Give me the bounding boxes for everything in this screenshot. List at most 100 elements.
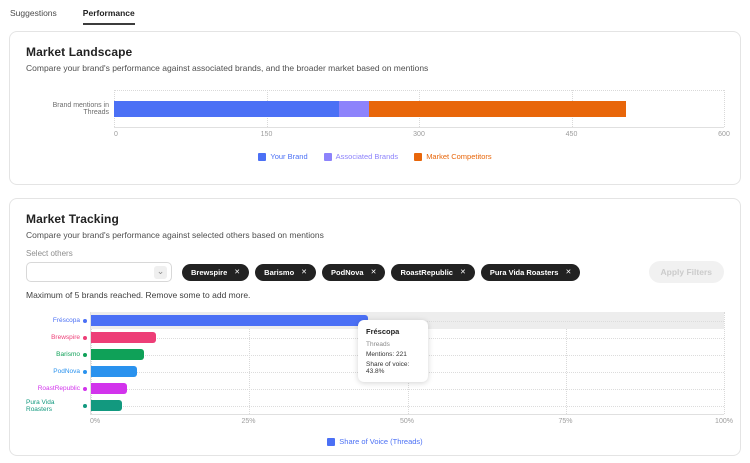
- x-axis-percent: 0% 25% 50% 75% 100%: [26, 415, 733, 427]
- share-bar[interactable]: [91, 332, 156, 343]
- legend-item-associated-brands[interactable]: Associated Brands: [323, 152, 399, 161]
- brand-label-barismo: Barismo: [26, 346, 90, 363]
- legend-swatch: [414, 152, 423, 161]
- x-tick-label: 450: [565, 131, 578, 138]
- brand-label-text: Brewspire: [51, 334, 80, 341]
- brand-dot: [83, 403, 87, 408]
- legend-swatch: [327, 437, 336, 446]
- bar-segment-your-brand[interactable]: [114, 101, 339, 117]
- brand-label-text: Pura Vida Roasters: [26, 398, 55, 413]
- brand-label-text: Barismo: [56, 351, 80, 358]
- gridline: [91, 388, 724, 390]
- x-axis: 0 150 300 450 600: [26, 128, 730, 140]
- chip-label: Pura Vida Roasters: [489, 267, 559, 277]
- x-tick-label: 100%: [715, 418, 733, 425]
- brand-label-text: PodNova: [53, 368, 80, 375]
- market-landscape-panel: Market Landscape Compare your brand's pe…: [9, 31, 741, 185]
- chip-remove-icon[interactable]: ✕: [370, 269, 377, 276]
- share-bar[interactable]: [91, 400, 123, 411]
- chip-label: RoastRepublic: [400, 267, 453, 277]
- x-tick-label: 300: [413, 131, 425, 138]
- x-tick-label: 75%: [558, 418, 573, 425]
- brand-dot: [83, 318, 87, 323]
- tooltip-mentions: Mentions: 221: [366, 351, 407, 358]
- gridline: [724, 312, 725, 414]
- chip-label: Barismo: [264, 267, 295, 277]
- brand-chip-barismo[interactable]: Barismo ✕: [255, 263, 317, 281]
- filter-controls: ⌄ Brewspire ✕ Barismo ✕ PodNova ✕ RoastRepubli…: [26, 261, 724, 283]
- brand-label-podnova: PodNova: [26, 363, 90, 380]
- chart-legend: Your Brand Associated Brands Market Compet…: [26, 152, 724, 161]
- brand-label-pura-vida-roasters: Pura Vida Roasters: [26, 397, 90, 414]
- brand-chip-podnova[interactable]: PodNova ✕: [322, 263, 386, 281]
- brand-dot: [83, 352, 87, 357]
- share-bar[interactable]: [91, 349, 144, 360]
- brand-dot: [83, 369, 87, 374]
- market-landscape-subtitle: Compare your brand's performance against…: [26, 63, 429, 73]
- gridline: [91, 312, 92, 414]
- legend-item-market-competitors[interactable]: Market Competitors: [414, 152, 492, 161]
- gridline: [565, 312, 567, 414]
- brand-label-text: RoastRepublic: [37, 385, 80, 392]
- gridline: [91, 405, 724, 407]
- x-tick-label: 0%: [90, 418, 101, 425]
- tab-performance[interactable]: Performance: [82, 8, 135, 25]
- brand-label-text: Fréscopa: [52, 317, 80, 324]
- market-tracking-title: Market Tracking: [26, 212, 119, 226]
- market-landscape-title: Market Landscape: [26, 45, 133, 59]
- chip-remove-icon[interactable]: ✕: [301, 269, 308, 276]
- bar-segment-associated-brands[interactable]: [338, 101, 370, 117]
- bar-row-roastrepublic: [91, 380, 724, 397]
- x-tick-label: 50%: [399, 418, 415, 425]
- apply-filters-button[interactable]: Apply Filters: [648, 261, 724, 283]
- legend-label: Your Brand: [270, 152, 308, 161]
- x-tick-label: 150: [260, 131, 273, 138]
- legend-label: Market Competitors: [426, 152, 492, 161]
- selected-brand-chips: Brewspire ✕ Barismo ✕ PodNova ✕ RoastRepublic ✕…: [182, 263, 581, 281]
- chip-remove-icon[interactable]: ✕: [459, 269, 466, 276]
- chip-label: Brewspire: [191, 267, 228, 277]
- x-tick-label: 600: [718, 131, 730, 138]
- legend-label: Associated Brands: [335, 152, 399, 161]
- tooltip-brand: Fréscopa: [366, 327, 400, 336]
- brand-dot: [83, 386, 87, 391]
- gridline: [724, 90, 725, 127]
- tab-suggestions[interactable]: Suggestions: [10, 8, 57, 18]
- chip-remove-icon[interactable]: ✕: [234, 269, 241, 276]
- select-others-label: Select others: [26, 249, 73, 258]
- brand-label-fréscopa: Fréscopa: [26, 312, 90, 329]
- bar-row-pura-vida-roasters: [91, 397, 724, 414]
- tab-bar: Suggestions Performance: [0, 0, 750, 25]
- market-tracking-panel: Market Tracking Compare your brand's per…: [9, 198, 741, 456]
- chart-row-label: Brand mentions in Threads: [52, 102, 109, 116]
- legend-item-your-brand[interactable]: Your Brand: [258, 152, 308, 161]
- chart-tooltip: Fréscopa Threads Mentions: 221 Share of …: [358, 320, 428, 382]
- market-tracking-subtitle: Compare your brand's performance against…: [26, 230, 324, 240]
- brand-dot: [83, 335, 87, 340]
- stacked-bar-chart: Brand mentions in Threads: [26, 90, 725, 128]
- share-bar[interactable]: [91, 383, 128, 394]
- tooltip-platform: Threads: [366, 341, 390, 348]
- brand-label-brewspire: Brewspire: [26, 329, 90, 346]
- chart2-legend: Share of Voice (Threads): [26, 437, 724, 446]
- x-tick-label: 0: [114, 131, 118, 138]
- stacked-bar[interactable]: [114, 101, 724, 117]
- brand-label-roastrepublic: RoastRepublic: [26, 380, 90, 397]
- brand-chip-brewspire[interactable]: Brewspire ✕: [182, 263, 250, 281]
- chip-remove-icon[interactable]: ✕: [565, 269, 572, 276]
- brand-chip-pura-vida-roasters[interactable]: Pura Vida Roasters ✕: [480, 263, 581, 281]
- brand-axis-labels: Fréscopa Brewspire Barismo PodNova RoastRepu…: [26, 312, 90, 415]
- legend-label: Share of Voice (Threads): [339, 437, 423, 446]
- bar-segment-market-competitors[interactable]: [369, 101, 627, 117]
- select-others-dropdown[interactable]: ⌄: [26, 262, 172, 282]
- tooltip-share: Share of voice: 43.8%: [366, 361, 410, 375]
- share-bar[interactable]: [91, 315, 369, 326]
- legend-swatch: [323, 152, 332, 161]
- legend-swatch: [258, 152, 267, 161]
- brand-chip-roastrepublic[interactable]: RoastRepublic ✕: [391, 263, 475, 281]
- gridline: [249, 312, 251, 414]
- chevron-down-icon[interactable]: ⌄: [154, 266, 167, 279]
- stacked-bar-plot[interactable]: [114, 90, 725, 128]
- share-bar[interactable]: [91, 366, 138, 377]
